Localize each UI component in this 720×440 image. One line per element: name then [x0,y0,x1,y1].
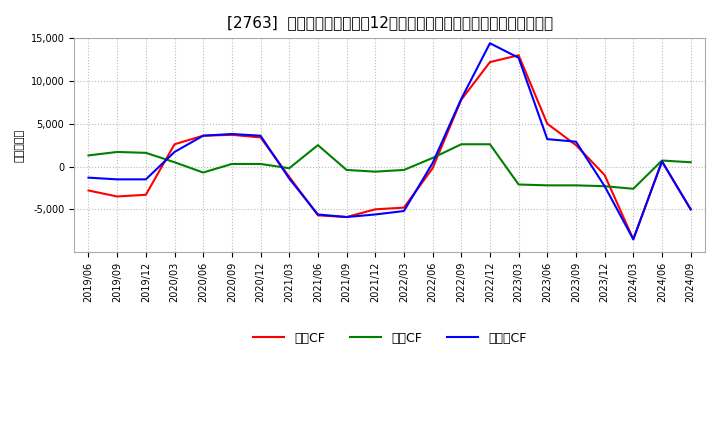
Line: 投資CF: 投資CF [89,144,690,189]
フリーCF [572,139,580,144]
投資CF [485,142,494,147]
フリーCF [629,237,638,242]
営業CF [485,59,494,65]
営業CF [514,53,523,58]
営業CF [457,97,466,103]
投資CF [285,165,294,171]
投資CF [228,161,236,167]
営業CF [371,207,379,212]
投資CF [314,143,323,148]
フリーCF [342,214,351,220]
フリーCF [199,133,207,138]
Line: フリーCF: フリーCF [89,43,690,239]
投資CF [543,183,552,188]
Y-axis label: （百万円）: （百万円） [15,128,25,161]
営業CF [285,174,294,180]
投資CF [256,161,265,167]
フリーCF [400,209,408,214]
投資CF [457,142,466,147]
フリーCF [113,177,122,182]
営業CF [657,159,666,164]
営業CF [170,142,179,147]
Line: 営業CF: 営業CF [89,55,690,239]
営業CF [686,207,695,212]
フリーCF [543,136,552,142]
営業CF [400,205,408,210]
営業CF [543,121,552,126]
フリーCF [256,133,265,138]
投資CF [572,183,580,188]
投資CF [514,182,523,187]
営業CF [342,214,351,220]
フリーCF [514,55,523,60]
フリーCF [371,212,379,217]
フリーCF [686,207,695,212]
Legend: 営業CF, 投資CF, フリーCF: 営業CF, 投資CF, フリーCF [248,327,531,350]
フリーCF [285,176,294,181]
フリーCF [428,161,437,166]
フリーCF [170,149,179,154]
投資CF [657,158,666,163]
投資CF [342,167,351,172]
営業CF [572,143,580,148]
フリーCF [657,159,666,164]
営業CF [629,237,638,242]
投資CF [113,149,122,154]
営業CF [142,192,150,198]
投資CF [170,160,179,165]
フリーCF [142,177,150,182]
Title: [2763]  キャッシュフローの12か月移動合計の対前年同期増減額の推移: [2763] キャッシュフローの12か月移動合計の対前年同期増減額の推移 [227,15,553,30]
投資CF [686,160,695,165]
投資CF [428,155,437,161]
営業CF [600,172,609,178]
投資CF [600,183,609,189]
投資CF [84,153,93,158]
フリーCF [457,96,466,102]
フリーCF [314,212,323,217]
投資CF [629,186,638,191]
営業CF [228,132,236,137]
営業CF [256,135,265,140]
投資CF [400,167,408,172]
フリーCF [228,132,236,137]
フリーCF [84,175,93,180]
営業CF [84,188,93,193]
営業CF [113,194,122,199]
投資CF [199,170,207,175]
フリーCF [485,40,494,46]
営業CF [199,133,207,138]
フリーCF [600,183,609,189]
投資CF [371,169,379,174]
営業CF [428,165,437,171]
投資CF [142,150,150,155]
営業CF [314,213,323,218]
